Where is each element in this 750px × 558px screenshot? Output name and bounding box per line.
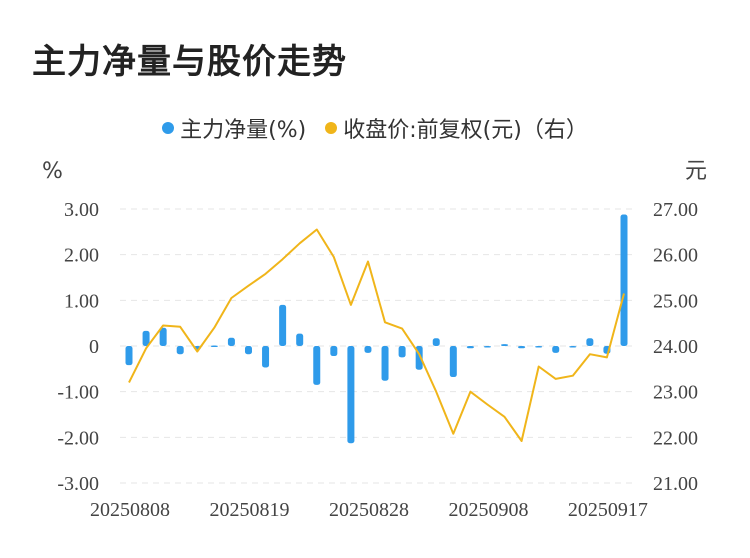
net-volume-bar — [586, 338, 594, 346]
right-axis-tick-label: 27.00 — [653, 199, 698, 221]
right-axis-tick-label: 26.00 — [653, 245, 698, 267]
net-volume-bar — [483, 346, 491, 348]
right-axis-tick-label: 22.00 — [653, 427, 698, 449]
x-axis-tick-label: 20250908 — [448, 499, 528, 521]
net-volume-bar — [142, 330, 150, 346]
net-volume-bar — [176, 346, 184, 355]
net-volume-bar — [262, 346, 270, 368]
right-axis-tick-label: 21.00 — [653, 473, 698, 495]
net-volume-bar — [210, 345, 218, 348]
left-axis-tick-label: 3.00 — [64, 199, 99, 221]
chart-title: 主力净量与股价走势 — [32, 42, 347, 82]
left-axis-tick-label: 1.00 — [64, 290, 99, 312]
net-volume-bar — [432, 338, 440, 346]
x-axis-tick-label: 20250819 — [209, 499, 289, 521]
net-volume-bar — [125, 346, 133, 366]
chart-legend: 主力净量(%) 收盘价:前复权(元)（右） — [0, 112, 750, 144]
legend-label-net-volume: 主力净量(%) — [180, 118, 307, 143]
net-volume-bar — [518, 346, 526, 349]
left-axis-tick-label: -2.00 — [57, 427, 99, 449]
net-volume-bar — [159, 327, 167, 346]
net-volume-bar — [279, 304, 287, 346]
net-volume-bar — [313, 346, 321, 385]
net-volume-bar — [535, 346, 543, 348]
x-axis-tick-label: 20250828 — [329, 499, 409, 521]
legend-item-net-volume[interactable]: 主力净量(%) — [162, 112, 306, 144]
left-axis-tick-label: -1.00 — [57, 382, 99, 404]
net-volume-bar — [398, 346, 406, 358]
right-axis-tick-label: 24.00 — [653, 336, 698, 358]
x-axis-tick-label: 20250917 — [568, 499, 648, 521]
right-axis-unit: 元 — [685, 159, 707, 184]
net-volume-bar — [347, 346, 355, 444]
net-volume-bar — [569, 346, 577, 348]
left-axis-tick-label: 0 — [89, 336, 99, 358]
net-volume-bar — [552, 346, 560, 353]
net-volume-bar — [620, 214, 628, 346]
legend-item-close-price[interactable]: 收盘价:前复权(元)（右） — [325, 112, 588, 144]
x-axis-tick-label: 20250808 — [90, 499, 170, 521]
net-volume-bar — [449, 346, 457, 378]
right-axis-tick-label: 25.00 — [653, 290, 698, 312]
right-axis-tick-label: 23.00 — [653, 382, 698, 404]
net-volume-bar — [244, 346, 252, 355]
net-volume-bar — [364, 346, 372, 353]
net-volume-bar — [381, 346, 389, 381]
left-axis-tick-label: -3.00 — [57, 473, 99, 495]
net-volume-bar — [466, 346, 474, 349]
net-volume-bar — [330, 346, 338, 357]
net-volume-bar — [227, 337, 235, 346]
legend-marker-bar — [162, 122, 175, 134]
legend-marker-line — [325, 122, 338, 134]
close-price-line — [128, 228, 625, 442]
left-axis-tick-label: 2.00 — [64, 245, 99, 267]
legend-label-close-price: 收盘价:前复权(元)（右） — [343, 118, 588, 143]
net-volume-bar — [501, 344, 509, 346]
net-volume-bar — [296, 333, 304, 346]
left-axis-unit: % — [42, 159, 63, 184]
